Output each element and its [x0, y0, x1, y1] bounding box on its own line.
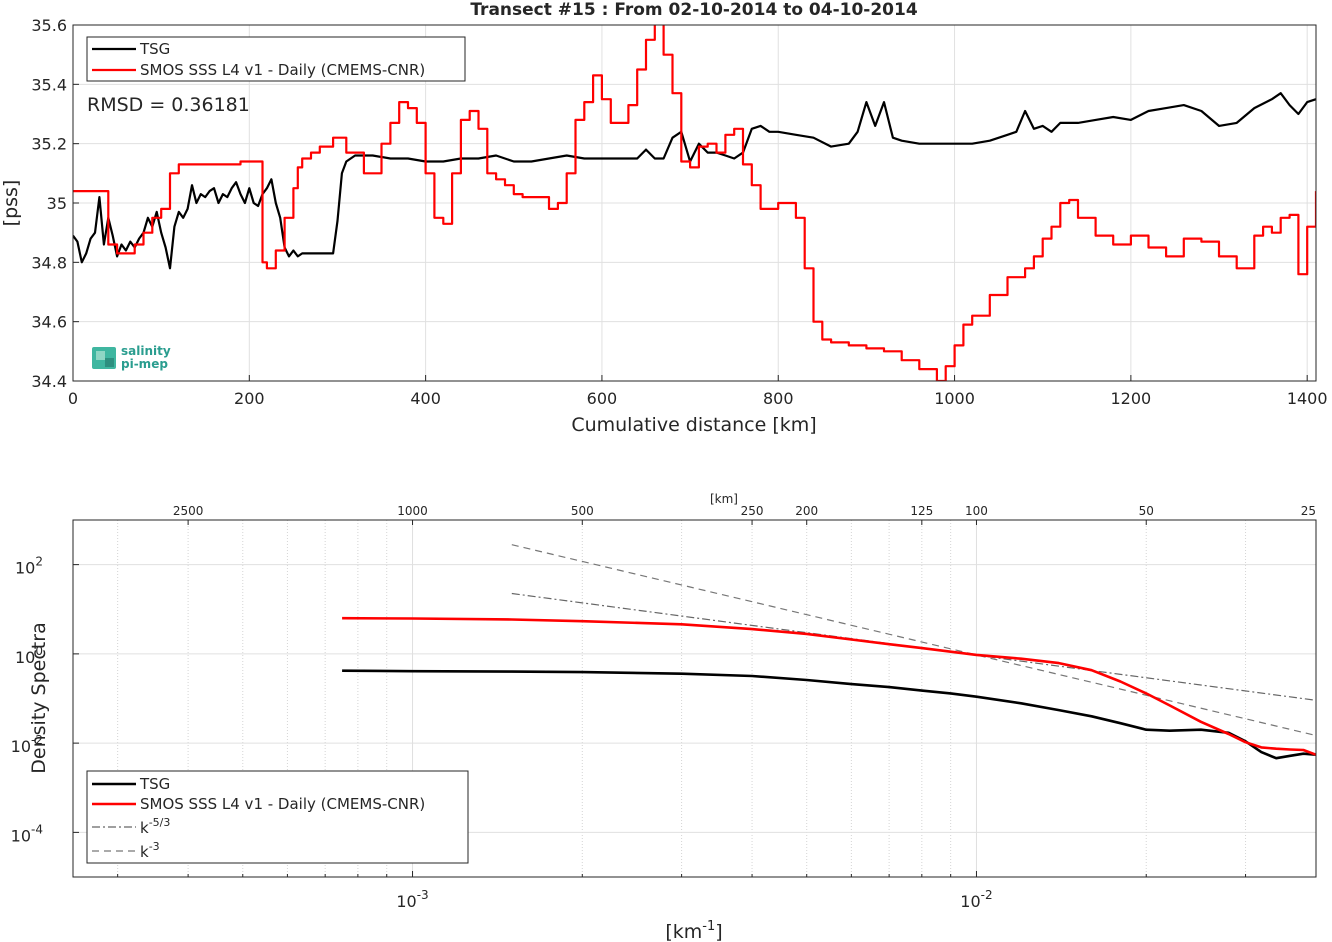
bottom-legend-box: [86, 770, 469, 864]
rmsd-annotation: RMSD = 0.36181: [87, 94, 250, 116]
top-x-tick-label: 1000: [934, 389, 975, 408]
top-chart: Transect #15 : From 02-10-2014 to 04-10-…: [0, 0, 1328, 436]
top-y-tick-label: 34.8: [31, 253, 67, 272]
bottom-y-tick-label: 10-4: [11, 822, 43, 845]
bottom-legend-k53-base: k: [140, 819, 149, 837]
bottom-x-ticks: 10-3 10-2: [117, 871, 1317, 911]
bottom-x-axis-label: [km-1]: [665, 919, 722, 942]
bottom-chart: 10-3 10-2 10-4 10-2 100 102 2500 1000 500 250 20…: [11, 492, 1317, 942]
bottom-top-axis-label: [km]: [710, 492, 738, 506]
top-legend-box: [86, 36, 466, 82]
top-legend-label-smos: SMOS SSS L4 v1 - Daily (CMEMS-CNR): [140, 61, 425, 79]
bottom-legend-label-k3: k-3: [140, 840, 160, 861]
bottom-top-tick-label: 200: [795, 504, 818, 518]
top-x-tick-label: 800: [763, 389, 794, 408]
top-y-axis-label: [pss]: [0, 180, 22, 227]
top-y-tick-label: 35.4: [31, 75, 67, 94]
bottom-top-tick-label: 500: [571, 504, 594, 518]
bottom-series-smos-line: [342, 616, 1316, 756]
top-chart-title: Transect #15 : From 02-10-2014 to 04-10-…: [470, 0, 918, 20]
bottom-y-tick-label: 10-2: [11, 733, 43, 756]
bottom-plot-frame: [72, 519, 1317, 878]
bottom-legend-k3-sup: -3: [149, 840, 160, 853]
top-grid: [72, 24, 1316, 382]
bottom-x-axis-label-base: [km: [665, 921, 702, 942]
bottom-top-tick-label: 25: [1301, 504, 1316, 518]
bottom-legend: TSG SMOS SSS L4 v1 - Daily (CMEMS-CNR) k…: [86, 770, 469, 864]
bottom-legend-k53-sup: -5/3: [149, 816, 171, 829]
bottom-x-axis-label-end: ]: [715, 921, 722, 942]
top-x-tick-label: 200: [234, 389, 265, 408]
bottom-y-tick-label: 100: [15, 644, 43, 667]
bottom-x-axis-label-sup: -1: [702, 919, 715, 934]
bottom-top-tick-label: 1000: [397, 504, 428, 518]
top-x-tick-label: 600: [587, 389, 618, 408]
bottom-series-tsg-line: [342, 669, 1316, 760]
top-x-tick-label: 1200: [1111, 389, 1152, 408]
top-y-tick-label: 35.6: [31, 16, 67, 35]
top-x-tick-label: 1400: [1287, 389, 1328, 408]
bottom-series-k3-line: [511, 544, 1316, 737]
bottom-legend-k3-base: k: [140, 843, 149, 861]
bottom-legend-label-smos: SMOS SSS L4 v1 - Daily (CMEMS-CNR): [140, 795, 425, 813]
logo-text-salinity: salinity: [121, 344, 171, 358]
top-series-smos-line: [73, 25, 1316, 381]
top-y-tick-label: 34.4: [31, 372, 67, 391]
bottom-x-tick-label: 10-3: [396, 888, 428, 911]
logo-mark-inner-icon: [96, 351, 105, 360]
bottom-legend-label-k53: k-5/3: [140, 816, 170, 837]
top-x-tick-label: 0: [68, 389, 78, 408]
bottom-top-tick-label: 250: [741, 504, 764, 518]
top-legend-label-tsg: TSG: [139, 40, 170, 58]
logo-text-pimep: pi-mep: [121, 357, 168, 371]
bottom-top-tick-label: 50: [1139, 504, 1154, 518]
logo-mark-inner2-icon: [105, 358, 114, 367]
top-series-tsg-line: [73, 92, 1316, 270]
top-x-ticks: 0 200 400 600 800 1000 1200 1400: [68, 375, 1328, 408]
salinity-pi-mep-logo: salinity pi-mep: [92, 344, 171, 371]
bottom-y-ticks: 10-4 10-2 100 102: [11, 555, 79, 845]
bottom-top-tick-label: 125: [910, 504, 933, 518]
bottom-y-tick-label: 102: [15, 555, 43, 578]
top-y-tick-label: 34.6: [31, 313, 67, 332]
bottom-y-axis-label: Density Spectra: [28, 622, 50, 773]
bottom-top-tick-label: 2500: [173, 504, 204, 518]
bottom-top-tick-label: 100: [965, 504, 988, 518]
top-y-tick-label: 35.2: [31, 135, 67, 154]
top-legend: TSG SMOS SSS L4 v1 - Daily (CMEMS-CNR): [86, 36, 466, 82]
top-x-tick-label: 400: [410, 389, 441, 408]
top-x-axis-label: Cumulative distance [km]: [571, 414, 816, 436]
bottom-legend-label-tsg: TSG: [139, 775, 170, 793]
bottom-top-axis-ticks: 2500 1000 500 250 200 125 100 50 25: [173, 504, 1317, 525]
top-y-ticks: 34.4 34.6 34.8 35 35.2 35.4 35.6: [31, 16, 79, 391]
bottom-x-tick-label: 10-2: [960, 888, 992, 911]
top-y-tick-label: 35: [47, 194, 67, 213]
top-plot-frame: [72, 24, 1317, 382]
